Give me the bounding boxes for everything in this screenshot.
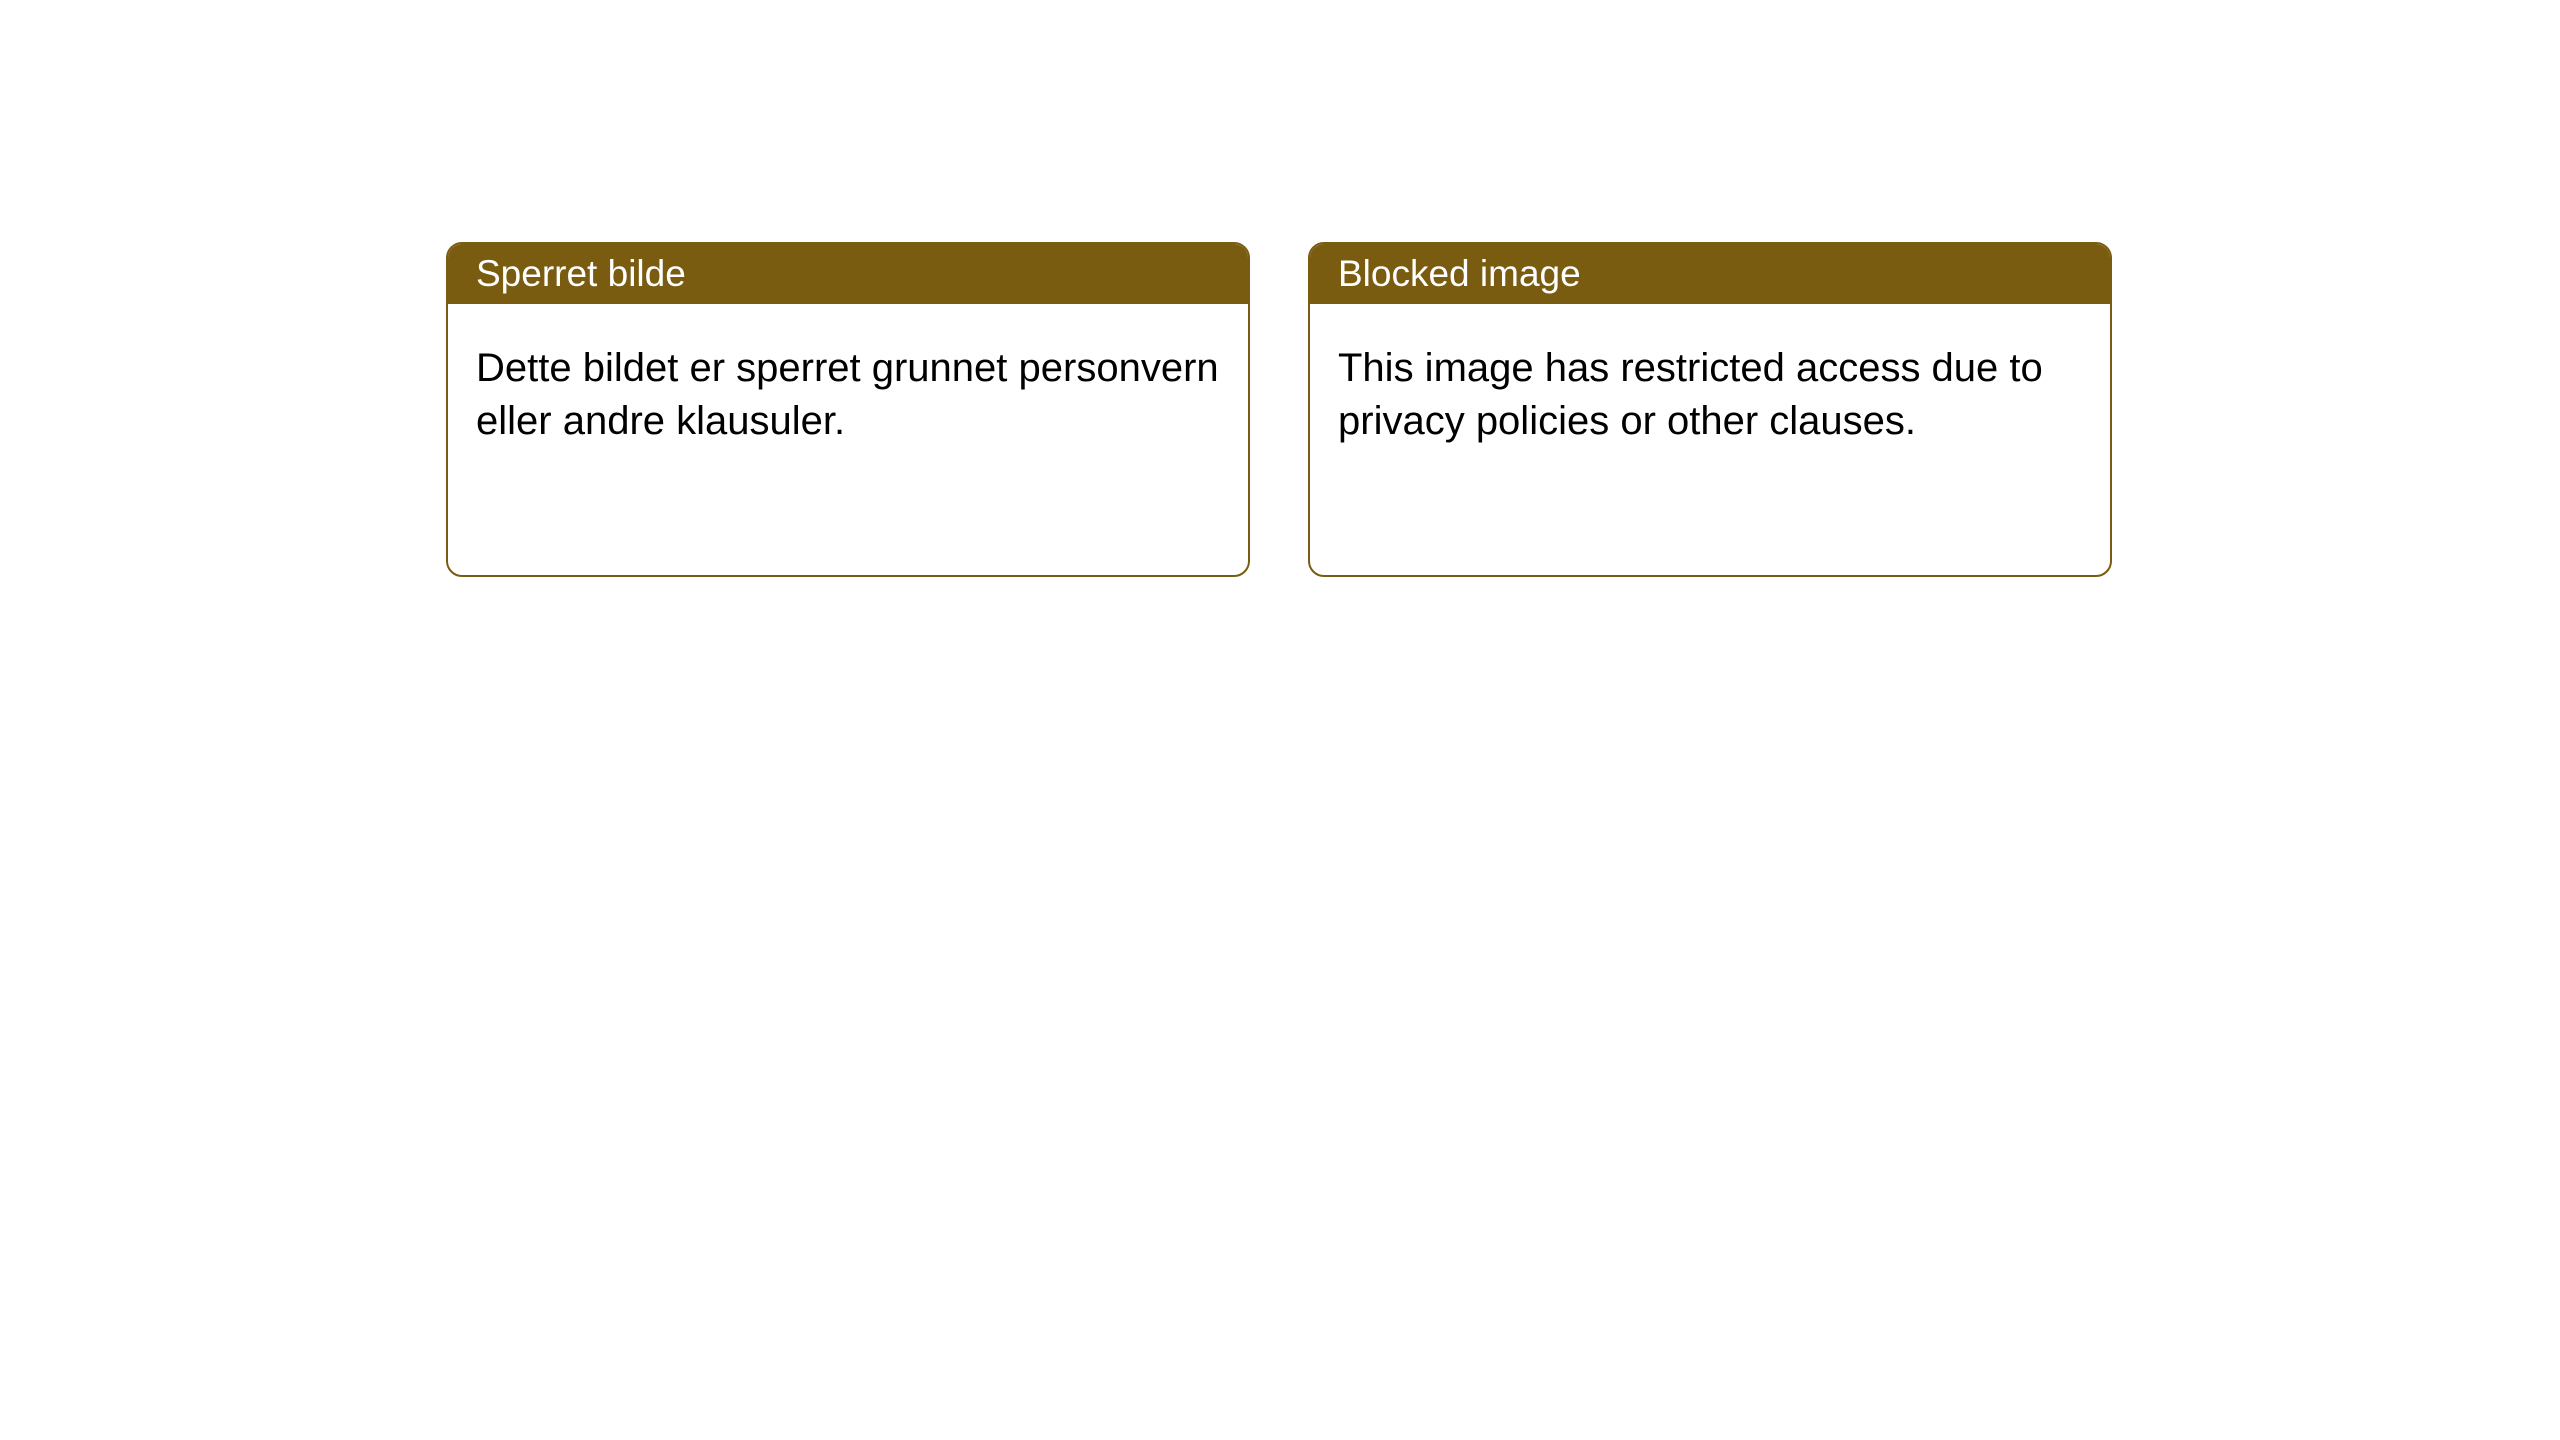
card-header: Blocked image	[1310, 244, 2110, 304]
notice-card-norwegian: Sperret bilde Dette bildet er sperret gr…	[446, 242, 1250, 577]
card-title: Sperret bilde	[476, 253, 686, 295]
card-body-text: This image has restricted access due to …	[1338, 346, 2043, 443]
card-header: Sperret bilde	[448, 244, 1248, 304]
card-body: Dette bildet er sperret grunnet personve…	[448, 304, 1248, 486]
notice-cards-container: Sperret bilde Dette bildet er sperret gr…	[446, 242, 2112, 577]
card-body-text: Dette bildet er sperret grunnet personve…	[476, 346, 1219, 443]
notice-card-english: Blocked image This image has restricted …	[1308, 242, 2112, 577]
card-body: This image has restricted access due to …	[1310, 304, 2110, 486]
card-title: Blocked image	[1338, 253, 1581, 295]
